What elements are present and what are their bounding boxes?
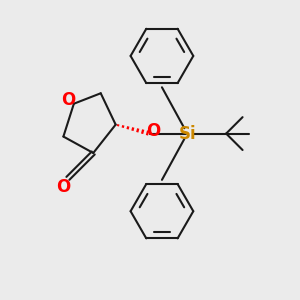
Text: O: O bbox=[56, 178, 70, 196]
Text: O: O bbox=[146, 122, 160, 140]
Text: Si: Si bbox=[178, 124, 196, 142]
Text: O: O bbox=[61, 91, 76, 109]
